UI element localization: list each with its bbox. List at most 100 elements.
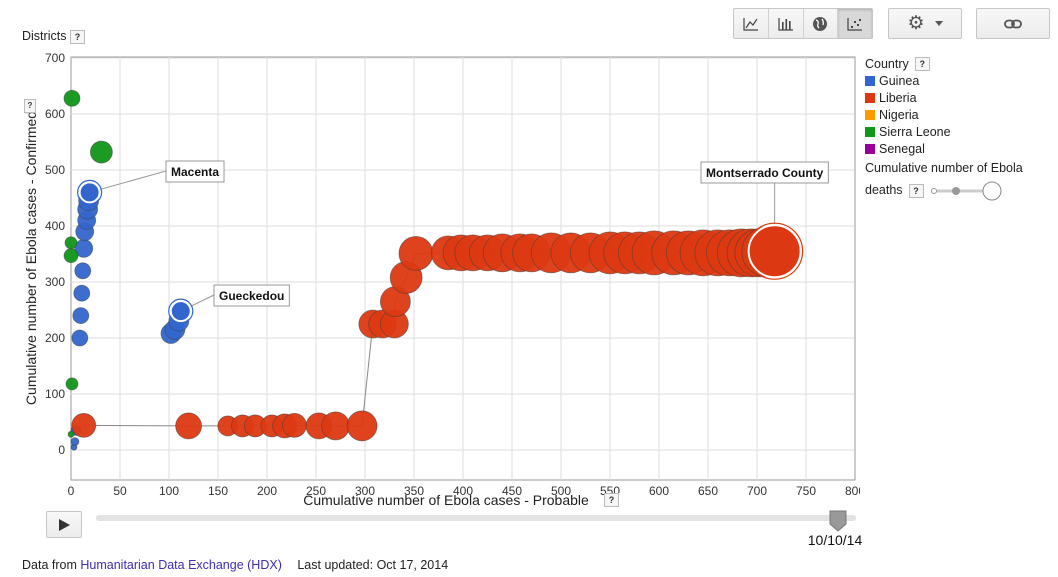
- legend: Country ? Guinea Liberia Nigeria Sierra Leo…: [865, 55, 1050, 203]
- current-date: 10/10/14: [807, 532, 863, 548]
- legend-swatch: [865, 143, 875, 154]
- timeline-handle[interactable]: [829, 510, 847, 532]
- label-connector: [89, 170, 167, 193]
- x-tick-label: 800: [845, 484, 860, 498]
- data-point-liberia[interactable]: [282, 412, 307, 438]
- line-chart-button[interactable]: [734, 9, 769, 38]
- x-tick-label: 0: [68, 484, 75, 498]
- data-point-sierra-leone[interactable]: [89, 140, 113, 164]
- x-tick-label: 400: [453, 484, 473, 498]
- x-tick-label: 300: [355, 484, 375, 498]
- legend-title: Country ?: [865, 55, 1050, 72]
- point-label-macenta: Macenta: [171, 165, 219, 179]
- data-point-sierra-leone[interactable]: [64, 236, 78, 250]
- x-tick-label: 650: [698, 484, 718, 498]
- play-button[interactable]: [46, 511, 82, 538]
- data-point-liberia[interactable]: [321, 411, 351, 441]
- scatter-chart-button[interactable]: [838, 9, 872, 38]
- hdx-source-link[interactable]: Humanitarian Data Exchange (HDX): [80, 558, 282, 572]
- footer: Data from Humanitarian Data Exchange (HD…: [22, 558, 449, 572]
- y-tick-label: 100: [45, 387, 65, 401]
- size-slider-handle: [951, 186, 960, 195]
- x-axis-label: Cumulative number of Ebola cases - Proba…: [303, 492, 589, 508]
- legend-item-sierra-leone[interactable]: Sierra Leone: [865, 123, 1050, 140]
- data-point-sierra-leone[interactable]: [63, 248, 79, 264]
- data-point-sierra-leone[interactable]: [65, 377, 79, 391]
- point-label-box: [213, 284, 290, 307]
- timeline-track[interactable]: [96, 515, 856, 521]
- districts-help-button[interactable]: ?: [69, 29, 85, 44]
- map-chart-button[interactable]: [804, 9, 839, 38]
- data-point-guinea[interactable]: [71, 329, 89, 347]
- settings-menu-button[interactable]: ⚙: [888, 8, 962, 39]
- chart-type-toolbar: [733, 8, 873, 39]
- gear-icon: ⚙: [907, 13, 925, 34]
- data-point-liberia[interactable]: [398, 236, 434, 271]
- data-point-guinea[interactable]: [72, 307, 90, 325]
- size-help-button[interactable]: ?: [908, 183, 924, 198]
- xlabel-help-button[interactable]: ?: [604, 493, 619, 507]
- data-point-liberia[interactable]: [175, 412, 203, 440]
- x-tick-label: 750: [796, 484, 816, 498]
- y-tick-label: 400: [45, 219, 65, 233]
- legend-label: Sierra Leone: [879, 124, 951, 139]
- data-point-guinea[interactable]: [78, 181, 101, 204]
- x-tick-label: 100: [159, 484, 179, 498]
- ylabel-help-button[interactable]: ?: [24, 99, 36, 113]
- legend-item-senegal[interactable]: Senegal: [865, 140, 1050, 157]
- data-point-guinea[interactable]: [169, 300, 192, 323]
- globe-icon: [813, 16, 828, 31]
- legend-swatch: [865, 75, 875, 86]
- chevron-down-icon: [934, 21, 943, 26]
- bar-chart-button[interactable]: [769, 9, 804, 38]
- legend-swatch: [865, 109, 875, 120]
- data-point-sierra-leone[interactable]: [67, 430, 75, 438]
- highlight-ring: [77, 179, 103, 205]
- y-tick-label: 0: [58, 443, 65, 457]
- size-legend-label-2: deaths: [865, 183, 903, 197]
- legend-swatch: [865, 126, 875, 137]
- x-tick-label: 250: [306, 484, 326, 498]
- x-tick-label: 150: [208, 484, 228, 498]
- data-point-liberia[interactable]: [346, 410, 378, 442]
- data-point-liberia[interactable]: [71, 412, 97, 438]
- legend-item-nigeria[interactable]: Nigeria: [865, 106, 1050, 123]
- data-points: [63, 89, 804, 451]
- highlight-ring: [168, 298, 194, 324]
- point-labels: Macenta Gueckedou Montserrado County: [165, 160, 829, 307]
- point-label-montserrado-county: Montserrado County: [706, 166, 824, 180]
- link-button[interactable]: [976, 8, 1050, 39]
- legend-item-liberia[interactable]: Liberia: [865, 89, 1050, 106]
- x-tick-label: 500: [551, 484, 571, 498]
- size-legend-label: Cumulative number of Ebola: [865, 161, 1023, 175]
- point-label-gueckedou: Gueckedou: [219, 289, 284, 303]
- x-tick-label: 450: [502, 484, 522, 498]
- axis-ticks: 0 50 100 150 200 250 300 350 400 450 500 550 600 650 7…: [45, 51, 860, 498]
- data-point-liberia[interactable]: [747, 224, 802, 279]
- districts-title: Districts ?: [22, 29, 85, 44]
- x-tick-label: 50: [113, 484, 127, 498]
- legend-item-guinea[interactable]: Guinea: [865, 72, 1050, 89]
- point-label-box: [165, 160, 225, 183]
- y-tick-label: 200: [45, 331, 65, 345]
- y-axis-label: Cumulative number of Ebola cases - Confi…: [23, 111, 39, 405]
- data-point-sierra-leone[interactable]: [63, 89, 81, 107]
- x-tick-label: 350: [404, 484, 424, 498]
- point-label-box: [700, 161, 829, 184]
- bar-chart-icon: [778, 17, 793, 31]
- size-slider[interactable]: [930, 179, 1010, 203]
- size-legend: Cumulative number of Ebola deaths ?: [865, 160, 1050, 203]
- data-point-guinea[interactable]: [73, 284, 91, 302]
- y-tick-label: 700: [45, 51, 65, 65]
- data-point-guinea[interactable]: [70, 437, 80, 447]
- legend-label: Nigeria: [879, 107, 919, 122]
- legend-label: Liberia: [879, 90, 917, 105]
- y-tick-label: 300: [45, 275, 65, 289]
- legend-help-button[interactable]: ?: [914, 56, 930, 71]
- x-tick-label: 200: [257, 484, 277, 498]
- highlight-ring: [746, 222, 804, 280]
- play-icon: [59, 518, 70, 531]
- legend-swatch: [865, 92, 875, 103]
- scatter-chart-icon: [847, 17, 863, 31]
- data-point-guinea[interactable]: [74, 262, 92, 280]
